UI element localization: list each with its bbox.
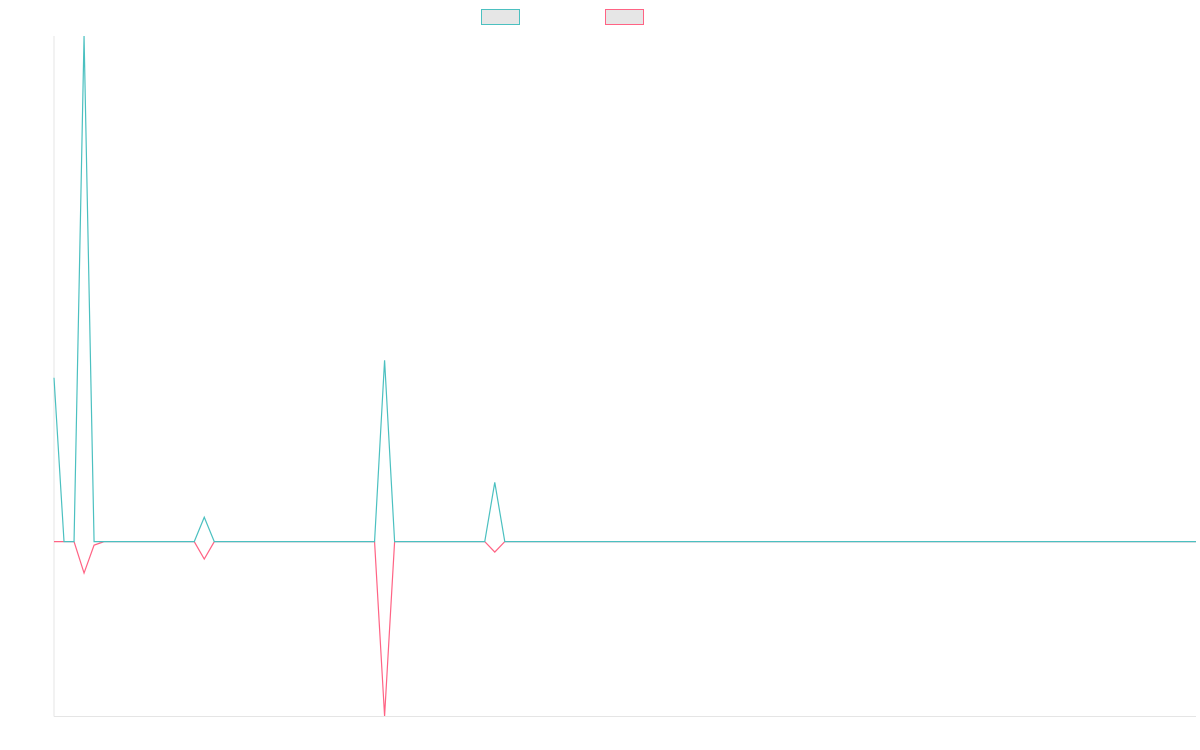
series-line-1 <box>53 35 1196 543</box>
series-layer <box>53 35 1196 717</box>
legend-swatch-series-2[interactable] <box>605 9 644 25</box>
legend-swatch-series-1[interactable] <box>481 9 520 25</box>
legend <box>0 9 1200 27</box>
series-line-2 <box>54 541 1196 717</box>
